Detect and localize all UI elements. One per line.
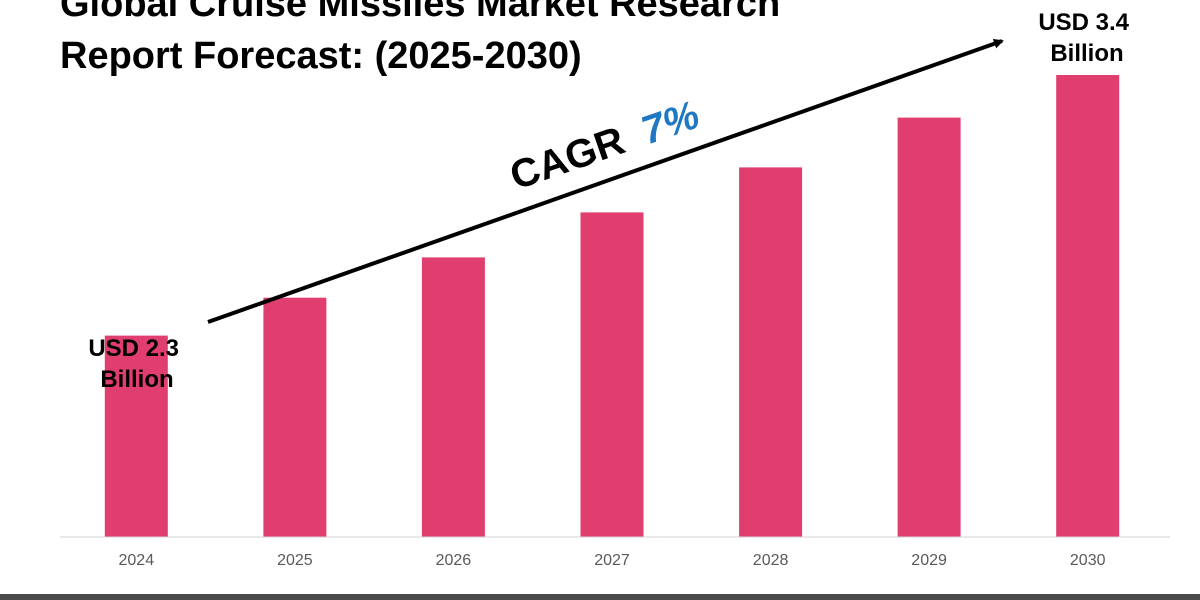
bar-2030 xyxy=(1056,75,1120,537)
start-value-line-1: USD 2.3 xyxy=(88,335,179,362)
bar-2028 xyxy=(739,167,803,537)
x-tick-label: 2025 xyxy=(277,552,313,569)
x-tick-label: 2030 xyxy=(1070,552,1106,569)
start-value-line-2: Billion xyxy=(100,366,173,393)
x-tick-label: 2028 xyxy=(753,552,789,569)
x-axis-ticks: 2024 2025 2026 2027 2028 2029 2030 xyxy=(119,552,1106,569)
x-tick-label: 2026 xyxy=(436,552,472,569)
bar-2024 xyxy=(104,335,168,537)
bar-2029 xyxy=(897,117,961,537)
x-tick-label: 2027 xyxy=(594,552,630,569)
end-value-annotation: USD 3.4 Billion xyxy=(1038,9,1135,67)
end-value-line-2: Billion xyxy=(1050,40,1123,67)
x-tick-label: 2029 xyxy=(911,552,947,569)
bar-series xyxy=(104,75,1120,537)
end-value-line-1: USD 3.4 xyxy=(1038,9,1129,36)
chart-title-line-1: Global Cruise Missiles Market Research xyxy=(60,0,781,25)
bottom-border xyxy=(0,594,1200,600)
chart-title: Global Cruise Missiles Market Research R… xyxy=(60,0,780,82)
bar-2026 xyxy=(421,257,485,537)
cagr-label: CAGR xyxy=(505,119,631,199)
start-value-annotation: USD 2.3 Billion xyxy=(88,335,185,393)
bar-2025 xyxy=(263,297,327,537)
x-tick-label: 2024 xyxy=(119,552,155,569)
bar-2027 xyxy=(580,212,644,537)
chart-title-line-2: Report Forecast: (2025-2030) xyxy=(60,35,582,77)
cagr-trend-arrow xyxy=(207,38,1004,324)
cagr-value: 7% xyxy=(636,93,705,153)
